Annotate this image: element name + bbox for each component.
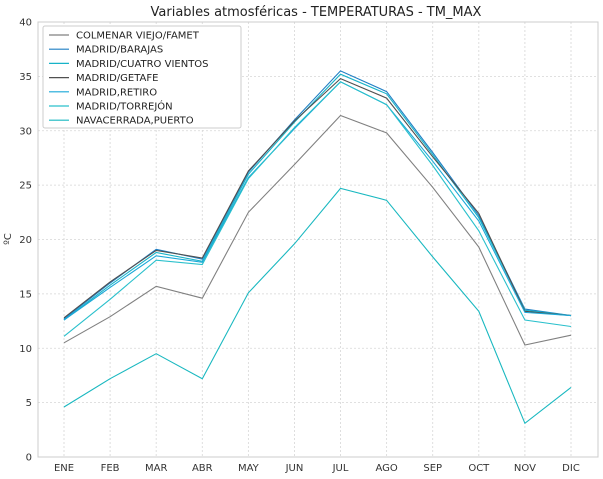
chart-title: Variables atmosféricas - TEMPERATURAS - … bbox=[151, 5, 482, 20]
legend-label: MADRID/CUATRO VIENTOS bbox=[76, 59, 209, 70]
series-line bbox=[63, 81, 572, 337]
series-line bbox=[63, 77, 572, 319]
y-tick-label: 20 bbox=[19, 235, 32, 246]
y-tick-label: 10 bbox=[19, 344, 32, 355]
series-line bbox=[63, 70, 572, 320]
legend-label: COLMENAR VIEJO/FAMET bbox=[76, 31, 200, 42]
series-line bbox=[63, 73, 572, 321]
legend-label: NAVACERRADA,PUERTO bbox=[76, 116, 194, 127]
x-axis-ticks: ENE FEB MAR ABR MAY JUN JUL AGO SEP OCT NOV DIC bbox=[54, 463, 580, 474]
plot-area-frame bbox=[37, 21, 599, 458]
legend-box bbox=[42, 25, 242, 129]
series-lines bbox=[63, 70, 572, 425]
legend-label: MADRID,RETIRO bbox=[76, 87, 157, 98]
y-tick-label: 5 bbox=[26, 398, 32, 409]
y-tick-label: 0 bbox=[26, 453, 32, 464]
x-tick-label: JUL bbox=[332, 463, 349, 474]
legend-label: MADRID/TORREJÓN bbox=[76, 100, 173, 113]
x-tick-label: JUN bbox=[285, 463, 304, 474]
x-tick-label: OCT bbox=[468, 463, 490, 474]
legend-label: MADRID/GETAFE bbox=[76, 73, 158, 84]
series-line bbox=[63, 187, 572, 425]
y-axis-label: ºC bbox=[3, 233, 14, 245]
x-tick-label: AGO bbox=[375, 463, 397, 474]
x-tick-label: FEB bbox=[101, 463, 120, 474]
x-tick-label: DIC bbox=[562, 463, 580, 474]
y-tick-label: 25 bbox=[19, 181, 32, 192]
y-tick-label: 15 bbox=[19, 289, 32, 300]
legend-label: MADRID/BARAJAS bbox=[76, 45, 163, 56]
legend: COLMENAR VIEJO/FAMET MADRID/BARAJAS MADRID… bbox=[42, 25, 242, 129]
x-tick-label: ENE bbox=[54, 463, 74, 474]
x-tick-label: ABR bbox=[192, 463, 213, 474]
x-tick-label: MAY bbox=[238, 463, 260, 474]
x-tick-label: SEP bbox=[423, 463, 442, 474]
y-tick-label: 30 bbox=[19, 126, 32, 137]
x-tick-label: NOV bbox=[514, 463, 536, 474]
x-tick-label: MAR bbox=[145, 463, 167, 474]
y-tick-label: 40 bbox=[19, 18, 32, 29]
series-line bbox=[63, 114, 572, 346]
y-axis-ticks: 0 5 10 15 20 25 30 35 40 bbox=[19, 18, 32, 464]
y-tick-label: 35 bbox=[19, 72, 32, 83]
